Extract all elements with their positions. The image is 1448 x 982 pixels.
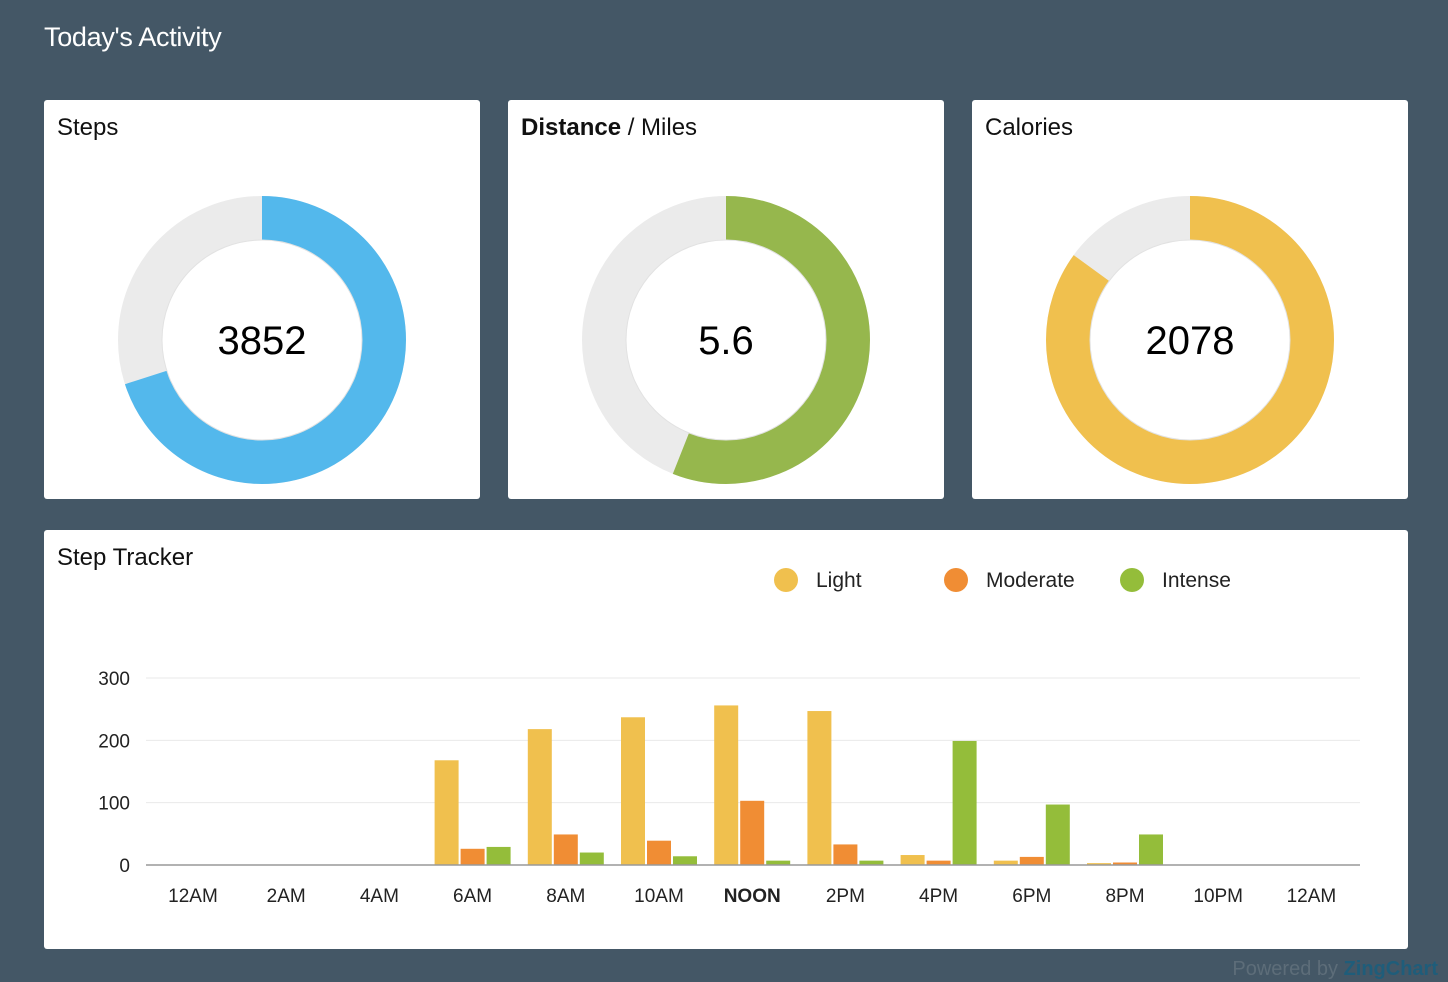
x-tick-label: NOON [724,886,781,907]
step-tracker-card: 0 100 200 300 12AM 2AM 4AM 6AM 8AM 10AM NOON 2PM 4PM… [44,530,1408,949]
donut-group: 3852 [118,196,406,484]
bar-light-6pm[interactable] [993,860,1018,865]
bar-intense-8pm[interactable] [1139,834,1163,865]
steps-card-title: Steps [57,114,118,142]
x-tick-label: 2PM [826,886,865,907]
bar-light-8pm[interactable] [1087,863,1111,865]
y-tick-label: 200 [98,731,130,752]
bar-light-4pm[interactable] [900,855,925,865]
x-tick-label: 8AM [546,886,585,907]
legend-swatch [1120,568,1144,592]
donut-value-arc[interactable] [118,196,406,484]
donut-value-label: 2078 [1146,319,1235,363]
x-tick-label: 2AM [267,886,306,907]
bar-moderate-6pm[interactable] [1019,856,1044,865]
calories-card: Calories 2078 [972,100,1408,499]
bar-light-8am[interactable] [527,729,552,865]
bar-intense-8am[interactable] [579,852,604,865]
x-tick-label: 4PM [919,886,958,907]
donut-value-arc[interactable] [582,196,870,484]
donut-inner-edge [161,239,363,441]
bar-intense-6am[interactable] [486,846,511,865]
legend-item-intense[interactable]: Intense [1120,568,1231,592]
bar-moderate-8pm[interactable] [1113,862,1137,865]
bar-intense-2pm[interactable] [859,860,884,865]
bar-moderate-4pm[interactable] [926,860,951,865]
donut-group: 2078 [1046,196,1334,484]
card-title-text: Calories [985,114,1074,141]
bar-moderate-noon[interactable] [740,800,765,865]
powered-by-credit[interactable]: Powered by ZingChart [1232,958,1438,981]
x-tick-label: 6PM [1012,886,1051,907]
distance-donut[interactable]: 5.6 [508,100,944,499]
bar-moderate-6am[interactable] [460,848,485,865]
legend-item-moderate[interactable]: Moderate [944,568,1075,592]
donut-value-label: 5.6 [698,319,754,363]
bar-light-2pm[interactable] [807,711,832,865]
bar-moderate-10am[interactable] [647,840,671,865]
distance-card: Distance / Miles 5.6 [508,100,944,499]
legend-swatch [774,568,798,592]
brand-name: ZingChart [1343,958,1438,980]
legend-label: Intense [1162,569,1231,592]
calories-card-title: Calories [985,114,1073,142]
bar-light-6am[interactable] [434,760,459,865]
bar-intense-4pm[interactable] [952,740,977,865]
donut-value-arc[interactable] [1046,196,1334,484]
y-tick-label: 100 [98,794,130,815]
bar-light-noon[interactable] [714,705,739,865]
x-tick-label: 12AM [168,886,218,907]
steps-card: Steps 3852 [44,100,480,499]
y-tick-label: 0 [119,856,130,877]
x-tick-label: 8PM [1105,886,1144,907]
card-title-text: / Miles [621,114,698,141]
bar-intense-6pm[interactable] [1045,804,1070,865]
distance-card-title: Distance / Miles [521,114,697,142]
bar-intense-noon[interactable] [766,860,791,865]
powered-by-text: Powered by [1232,958,1338,980]
legend-label: Moderate [986,569,1075,592]
card-title-text: Steps [57,114,119,141]
step-tracker-chart: 0 100 200 300 12AM 2AM 4AM 6AM 8AM 10AM NOON 2PM 4PM… [98,568,1360,907]
page-title: Today's Activity [44,22,222,52]
legend-item-light[interactable]: Light [774,568,862,592]
step-tracker-title: Step Tracker [57,544,194,571]
x-tick-label: 6AM [453,886,492,907]
donut-inner-edge [1089,239,1291,441]
card-title-bold: Distance [521,114,622,141]
bar-moderate-8am[interactable] [553,834,578,865]
x-tick-label: 12AM [1287,886,1337,907]
bar-intense-10am[interactable] [673,856,697,865]
x-tick-label: 10AM [634,886,684,907]
legend-swatch [944,568,968,592]
bar-light-10am[interactable] [621,717,645,865]
calories-donut[interactable]: 2078 [972,100,1408,499]
x-tick-label: 10PM [1193,886,1243,907]
legend-label: Light [816,569,862,592]
donut-value-label: 3852 [218,319,307,363]
donut-group: 5.6 [582,196,870,484]
bar-moderate-2pm[interactable] [833,844,858,865]
donut-inner-edge [625,239,827,441]
x-tick-label: 4AM [360,886,399,907]
y-tick-label: 300 [98,669,130,690]
steps-donut[interactable]: 3852 [44,100,480,499]
